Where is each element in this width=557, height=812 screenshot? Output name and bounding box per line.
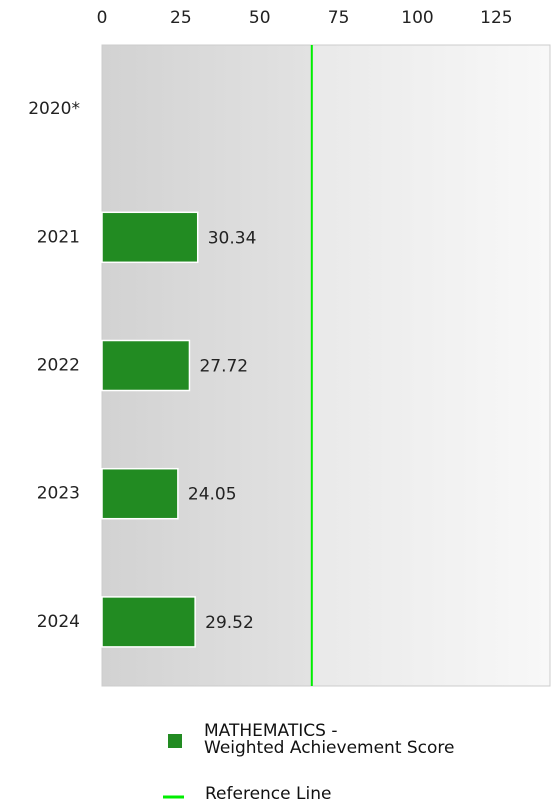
data-label: 30.34: [208, 228, 257, 248]
y-tick-label: 2022: [37, 356, 80, 376]
y-tick-label: 2023: [37, 484, 80, 504]
x-tick-label: 50: [249, 8, 271, 28]
bar: [101, 211, 199, 264]
bar: [101, 596, 196, 648]
data-label: 24.05: [188, 485, 237, 505]
legend-label: Reference Line: [205, 784, 332, 804]
y-tick-label: 2021: [37, 227, 80, 247]
x-tick-label: 100: [401, 8, 433, 28]
plot-background-right: [311, 45, 550, 686]
legend-swatch: [168, 734, 182, 748]
data-label: 29.52: [205, 613, 254, 633]
bar: [101, 467, 179, 520]
x-tick-label: 25: [170, 8, 192, 28]
x-tick-label: 0: [97, 8, 108, 28]
legend-label: MATHEMATICS - Weighted Achievement Score: [204, 721, 455, 758]
data-label: 27.72: [199, 357, 248, 377]
y-tick-label: 2024: [37, 612, 80, 632]
bar: [101, 339, 191, 392]
y-tick-label: 2020*: [28, 99, 80, 119]
x-tick-label: 125: [480, 8, 512, 28]
x-tick-label: 75: [328, 8, 350, 28]
